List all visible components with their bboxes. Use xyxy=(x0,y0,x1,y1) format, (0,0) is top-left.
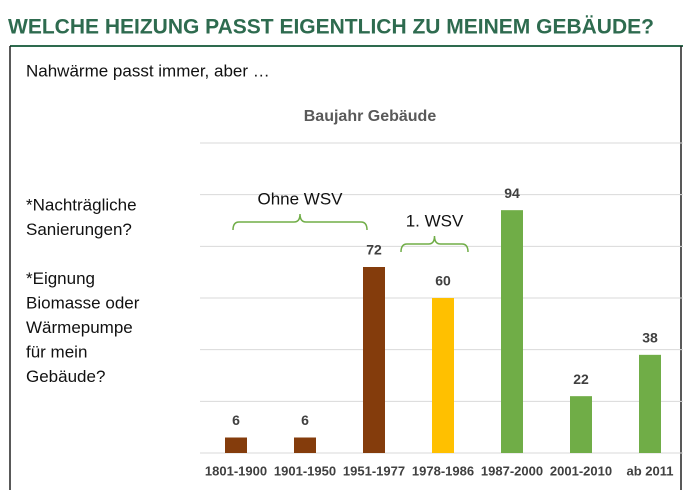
bar xyxy=(225,437,247,453)
chart-title: Baujahr Gebäude xyxy=(304,108,437,125)
value-label: 6 xyxy=(301,412,309,428)
value-label: 22 xyxy=(573,371,589,387)
value-label: 6 xyxy=(232,412,240,428)
bar xyxy=(363,267,385,453)
bar xyxy=(570,396,592,453)
annotation: Ohne WSV xyxy=(257,189,343,208)
note-line: für mein xyxy=(26,342,87,361)
bar xyxy=(501,210,523,453)
value-label: 94 xyxy=(504,185,520,201)
bar xyxy=(294,437,316,453)
value-label: 72 xyxy=(366,242,382,258)
x-tick-label: 1978-1986 xyxy=(412,463,474,478)
x-tick-label: 1901-1950 xyxy=(274,463,336,478)
slide-subtitle: Nahwärme passt immer, aber … xyxy=(26,61,270,80)
bar xyxy=(639,354,661,453)
bar xyxy=(432,298,454,453)
value-label: 60 xyxy=(435,273,451,289)
bracket xyxy=(400,235,469,253)
x-tick-label: 1801-1900 xyxy=(205,463,267,478)
note-line: Wärmepumpe xyxy=(26,318,133,337)
note-line: *Nachträgliche xyxy=(26,195,137,214)
annotation: 1. WSV xyxy=(406,211,464,230)
value-label: 38 xyxy=(642,330,658,346)
x-tick-label: 1951-1977 xyxy=(343,463,405,478)
x-tick-label: ab 2011 xyxy=(627,463,674,478)
x-tick-label: 2001-2010 xyxy=(550,463,612,478)
note-line: Sanierungen? xyxy=(26,220,132,239)
bracket xyxy=(232,213,368,231)
note-line: Gebäude? xyxy=(26,367,105,386)
note-line: *Eignung xyxy=(26,269,95,288)
slide-title: WELCHE HEIZUNG PASST EIGENTLICH ZU MEINE… xyxy=(8,16,654,39)
x-tick-label: 1987-2000 xyxy=(481,463,543,478)
note-line: Biomasse oder xyxy=(26,293,140,312)
